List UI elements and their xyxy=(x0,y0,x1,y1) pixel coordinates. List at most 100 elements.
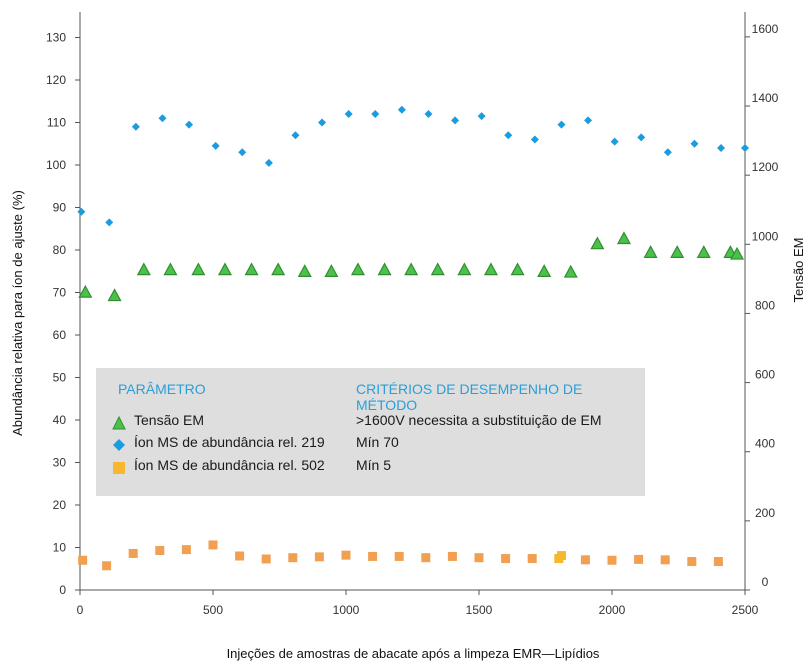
em-voltage-point xyxy=(217,262,232,276)
em-voltage-point xyxy=(563,264,578,278)
ion502-point xyxy=(128,548,138,558)
legend-label-219: Íon MS de abundância rel. 219 xyxy=(134,434,325,450)
em-voltage-point xyxy=(107,288,122,302)
em-voltage-point xyxy=(537,264,552,277)
ion219-point xyxy=(504,131,513,140)
em-voltage-point xyxy=(457,262,472,276)
ion502-point xyxy=(341,550,351,560)
data-points xyxy=(77,105,749,571)
ion219-point xyxy=(424,110,433,118)
ion219-point xyxy=(530,135,539,144)
y2-tick-label: 1000 xyxy=(752,229,779,243)
em-voltage-point xyxy=(377,262,392,276)
axes xyxy=(79,12,746,591)
y2-tick-label: 1400 xyxy=(752,91,779,105)
y-tick-label: 60 xyxy=(53,328,67,342)
ion502-point xyxy=(261,554,271,564)
y-tick-label: 10 xyxy=(53,541,67,555)
ion502-point xyxy=(394,551,404,561)
legend-criteria-em: >1600V necessita a substituição de EM xyxy=(356,412,602,428)
ion502-point xyxy=(155,545,165,555)
ion219-point xyxy=(397,105,406,114)
legend-parameter-heading: PARÂMETRO xyxy=(118,381,206,397)
ion219-point xyxy=(291,131,300,140)
y-tick-label: 120 xyxy=(46,73,66,87)
diamond-icon xyxy=(113,439,125,451)
ion219-point xyxy=(741,144,749,152)
x-tick-label: 2500 xyxy=(732,603,759,617)
ion219-point xyxy=(211,141,220,150)
ion502-point xyxy=(314,552,324,562)
ion219-point xyxy=(557,120,566,129)
ion219-point xyxy=(158,114,167,123)
em-voltage-point xyxy=(244,262,259,276)
ion219-point xyxy=(371,110,380,118)
legend-label-502: Íon MS de abundância rel. 502 xyxy=(134,457,325,473)
y-tick-label: 100 xyxy=(46,158,66,172)
y-tick-label: 90 xyxy=(53,201,67,215)
y-tick-label: 30 xyxy=(53,456,67,470)
ion502-point xyxy=(208,540,218,550)
em-voltage-point xyxy=(78,284,93,298)
y2-tick-label: 1600 xyxy=(752,22,779,36)
y2-tick-label: 1200 xyxy=(752,160,779,174)
y-tick-label: 0 xyxy=(59,583,66,597)
em-voltage-point xyxy=(430,262,445,276)
em-voltage-point xyxy=(590,236,605,250)
em-voltage-point xyxy=(696,245,711,258)
ion502-point xyxy=(660,555,670,565)
ion502-point xyxy=(501,554,511,564)
em-voltage-point xyxy=(271,262,286,276)
legend-criteria-502: Mín 5 xyxy=(356,457,392,473)
ion219-point xyxy=(105,218,114,227)
em-voltage-point xyxy=(730,246,745,260)
ion502-point xyxy=(447,551,457,561)
y-tick-label: 20 xyxy=(53,498,67,512)
ion219-point xyxy=(131,122,140,131)
em-voltage-point xyxy=(643,245,658,258)
ion502-point xyxy=(474,553,484,563)
ion502-point xyxy=(580,555,590,565)
y-tick-label: 40 xyxy=(53,413,67,427)
em-voltage-point xyxy=(670,245,685,258)
ion219-point xyxy=(610,137,619,146)
em-voltage-point xyxy=(136,262,151,276)
ion502-point xyxy=(368,551,378,561)
y2-axis-label: Tensão EM xyxy=(791,237,806,302)
ion219-point xyxy=(77,207,86,216)
ticks: 0 500 1000 1500 2000 250001020304050607080901… xyxy=(46,22,779,617)
legend-label-em: Tensão EM xyxy=(134,412,205,428)
ion502-point xyxy=(713,557,723,567)
y-tick-label: 70 xyxy=(53,286,67,300)
ion219-point xyxy=(477,112,486,121)
y2-tick-label: 600 xyxy=(755,368,775,382)
ion219-point xyxy=(264,158,273,167)
ion219-point xyxy=(238,148,247,157)
x-axis-label: Injeções de amostras de abacate após a l… xyxy=(227,646,600,661)
x-tick-label: 2000 xyxy=(599,603,626,617)
ion502-point xyxy=(634,554,644,564)
x-tick-label: 1500 xyxy=(466,603,493,617)
em-voltage-point xyxy=(191,262,206,276)
ion502-point xyxy=(288,553,298,563)
y2-tick-label: 400 xyxy=(755,437,775,451)
em-voltage-point xyxy=(404,262,419,276)
square-icon xyxy=(113,462,125,474)
legend: PARÂMETRO CRITÉRIOS DE DESEMPENHO DE MÉT… xyxy=(96,368,645,496)
y-tick-label: 110 xyxy=(47,116,66,130)
ion219-point xyxy=(637,133,646,142)
ion502-point xyxy=(421,553,431,563)
y-tick-label: 50 xyxy=(53,371,67,385)
y2-tick-label: 800 xyxy=(755,298,775,312)
em-voltage-point xyxy=(616,231,631,245)
em-voltage-point xyxy=(163,262,178,276)
ion502-point xyxy=(235,551,245,561)
em-voltage-point xyxy=(483,262,498,276)
ion219-point xyxy=(344,110,353,118)
y-tick-label: 130 xyxy=(46,31,66,45)
ion219-point xyxy=(185,120,194,129)
y2-tick-label: 0 xyxy=(762,575,769,589)
ion219-point xyxy=(584,116,593,125)
ion219-point xyxy=(318,118,327,127)
